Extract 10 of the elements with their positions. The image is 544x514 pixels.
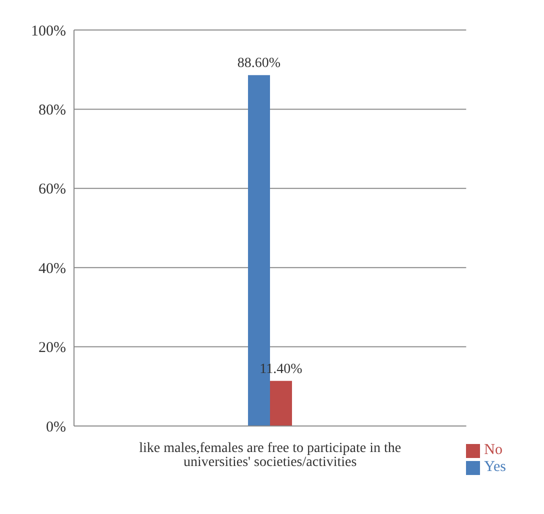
- data-label: 88.60%: [237, 56, 281, 72]
- y-tick-label: 60%: [38, 182, 66, 198]
- x-tick-label: like males,females are free to participate in the universities' societies/activities: [139, 440, 402, 470]
- legend-label: Yes: [484, 459, 506, 475]
- y-tick-label: 80%: [38, 102, 66, 119]
- legend-label: No: [484, 442, 503, 458]
- y-tick-label: 0%: [46, 419, 66, 436]
- y-tick-label: 100%: [31, 23, 66, 40]
- y-tick-label: 20%: [38, 340, 66, 356]
- y-tick-label: 40%: [38, 260, 66, 277]
